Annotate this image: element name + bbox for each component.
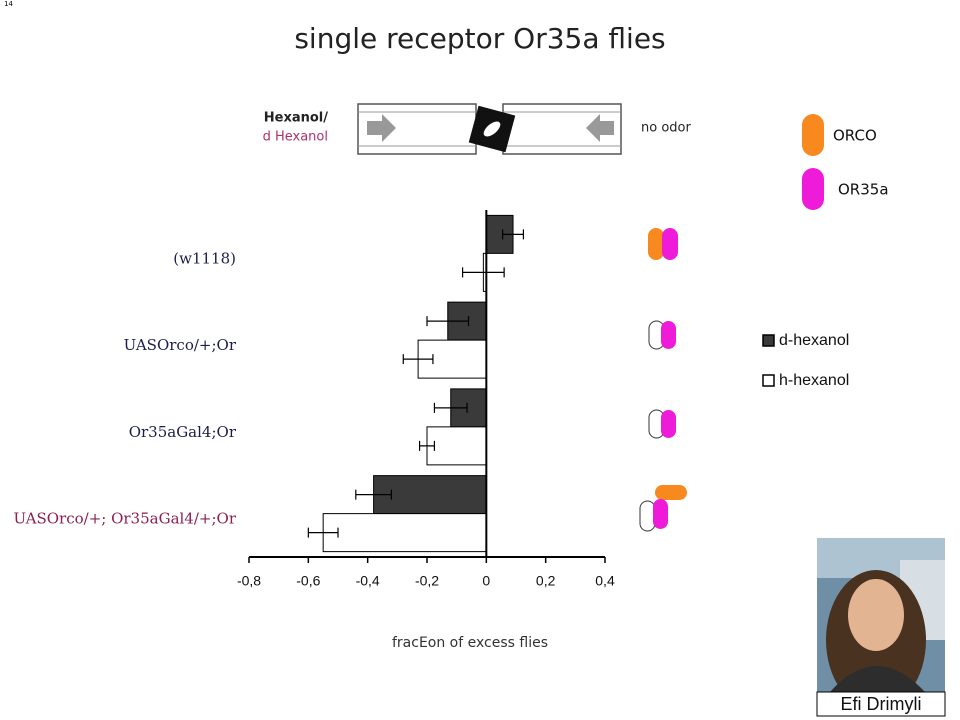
x-tick-label: 0 bbox=[482, 573, 490, 589]
key-label: OR35a bbox=[838, 181, 889, 199]
bar bbox=[373, 475, 487, 515]
category-label: UASOrco/+;Or bbox=[124, 336, 237, 354]
presenter-name: Efi Drimyli bbox=[841, 694, 922, 714]
category-label: Or35aGal4;Or bbox=[129, 423, 237, 441]
x-tick-label: -0,6 bbox=[296, 573, 320, 589]
x-axis-label: fracEon of excess flies bbox=[392, 635, 548, 651]
caption-box bbox=[816, 691, 946, 717]
x-tick-label: 0,2 bbox=[536, 573, 556, 589]
slide-number: 14 bbox=[4, 0, 13, 8]
error-bar bbox=[418, 440, 436, 451]
bar bbox=[322, 513, 487, 553]
legend-swatch bbox=[762, 334, 775, 347]
legend-swatch bbox=[762, 374, 775, 387]
stimulus-label: d Hexanol bbox=[263, 130, 328, 145]
error-bar bbox=[355, 489, 392, 500]
error-bar bbox=[462, 267, 505, 278]
tube-diagram bbox=[357, 103, 622, 155]
or35a-icon bbox=[802, 168, 824, 210]
error-bar bbox=[502, 229, 525, 240]
presenter-photo bbox=[817, 538, 945, 710]
x-tick-label: -0,4 bbox=[356, 573, 380, 589]
category-label: (w1118) bbox=[173, 249, 236, 267]
legend-label: d-hexanol bbox=[779, 332, 849, 349]
x-tick-label: -0,2 bbox=[415, 573, 439, 589]
category-label: UASOrco/+; Or35aGal4/+;Or bbox=[13, 510, 236, 528]
chart-title: single receptor Or35a flies bbox=[294, 22, 665, 55]
stimulus-label: no odor bbox=[641, 121, 691, 136]
error-bar bbox=[307, 527, 339, 538]
x-tick-label: 0,4 bbox=[595, 573, 615, 589]
error-bar bbox=[433, 402, 468, 413]
orco-icon bbox=[802, 114, 824, 156]
x-tick-label: -0,8 bbox=[237, 573, 261, 589]
error-bar bbox=[426, 316, 470, 327]
stimulus-label: Hexanol/ bbox=[264, 111, 328, 126]
bar bbox=[426, 426, 487, 466]
receptor-icons bbox=[639, 228, 687, 532]
category-labels: (w1118) UASOrco/+;Or Or35aGal4;Or UASOrco/+… bbox=[13, 249, 236, 527]
legend-label: h-hexanol bbox=[779, 372, 849, 389]
error-bar bbox=[402, 354, 434, 365]
key-label: ORCO bbox=[833, 127, 877, 145]
